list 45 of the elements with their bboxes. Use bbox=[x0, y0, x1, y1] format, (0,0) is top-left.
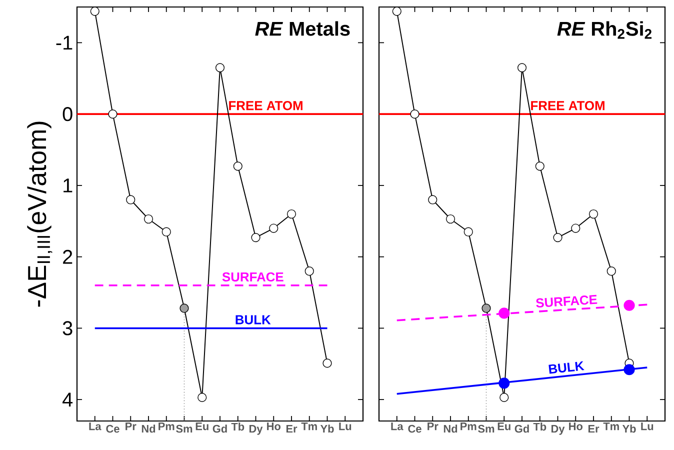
x-tick-label: Dy bbox=[249, 425, 263, 435]
y-tick-label: 4 bbox=[62, 392, 73, 406]
x-tick-label: Gd bbox=[212, 424, 227, 433]
x-tick-label: Dy bbox=[551, 425, 565, 435]
x-tick-label: Ho bbox=[267, 422, 280, 430]
x-tick-label: Nd bbox=[444, 424, 458, 433]
x-tick-label: Gd bbox=[514, 424, 529, 433]
x-tick-label: Ce bbox=[408, 424, 422, 433]
x-tick-label: Yb bbox=[320, 424, 334, 433]
x-tick-label: Pr bbox=[126, 422, 136, 430]
y-tick-label: 1 bbox=[64, 178, 72, 192]
series-label: SURFACE bbox=[536, 294, 598, 308]
x-tick-label: Eu bbox=[498, 422, 510, 430]
series-label: SURFACE bbox=[222, 272, 284, 282]
text: BULK bbox=[548, 361, 584, 374]
x-tick-label: La bbox=[391, 422, 404, 430]
x-tick-label: Sm bbox=[478, 424, 494, 433]
ref-line-label: FREE ATOM bbox=[531, 101, 604, 110]
x-tick-label: Lu bbox=[641, 422, 654, 430]
y-tick-label: 3 bbox=[62, 321, 72, 336]
ref-line-label: FREE ATOM bbox=[229, 101, 302, 110]
x-tick-label: Er bbox=[286, 425, 298, 433]
y-axis-title: -ΔE$_{II,III}$(eV/atom) bbox=[27, 122, 52, 307]
x-tick-label: Ho bbox=[569, 422, 583, 430]
x-tick-label: Sm bbox=[176, 424, 192, 433]
x-tick-label: Pm bbox=[460, 422, 476, 430]
x-tick-label: Pm bbox=[158, 422, 174, 430]
x-tick-label: Tb bbox=[533, 422, 546, 431]
text: RE Rh$_{2}$Si$_{2}$ bbox=[557, 21, 652, 39]
y-tick-label: 0 bbox=[62, 107, 72, 122]
x-tick-label: Pr bbox=[428, 422, 438, 430]
x-tick-label: Tm bbox=[603, 422, 619, 430]
x-tick-label: Tm bbox=[301, 422, 317, 430]
y-tick-label: 2 bbox=[63, 250, 72, 264]
x-tick-label: Yb bbox=[622, 424, 636, 433]
x-tick-label: Er bbox=[588, 425, 600, 433]
x-tick-label: La bbox=[89, 422, 102, 430]
x-tick-label: Nd bbox=[142, 424, 156, 433]
x-tick-label: Ce bbox=[106, 424, 120, 433]
x-tick-label: Eu bbox=[196, 422, 208, 430]
x-tick-label: Lu bbox=[339, 422, 352, 430]
text: RE Metals bbox=[255, 21, 350, 36]
y-tick-label: -1 bbox=[56, 36, 72, 50]
series-label: BULK bbox=[236, 315, 271, 324]
x-tick-label: Tb bbox=[231, 422, 244, 431]
